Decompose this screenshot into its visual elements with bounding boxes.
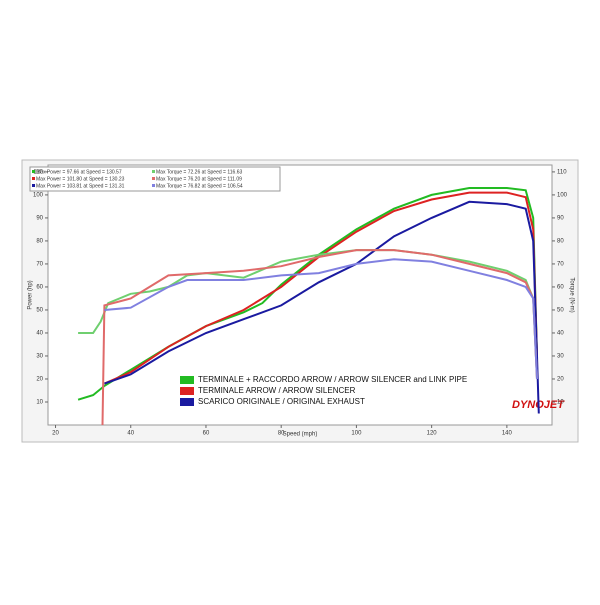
y-tick-label: 60 xyxy=(36,285,43,291)
series-line xyxy=(78,249,538,380)
stats-swatch xyxy=(152,170,155,173)
y2-axis-label: Torque (N-m) xyxy=(568,277,574,312)
series-line xyxy=(101,249,538,426)
stats-text: Max Torque = 72.26 at Speed = 116.63 xyxy=(156,169,242,175)
x-tick-label: 120 xyxy=(427,431,438,437)
legend-swatch xyxy=(180,398,194,406)
x-tick-label: 40 xyxy=(127,431,134,437)
y2-tick-label: 50 xyxy=(557,308,564,314)
stats-text: Max Torque = 76.82 at Speed = 106.54 xyxy=(156,183,243,189)
y-tick-label: 110 xyxy=(33,169,43,175)
stats-swatch xyxy=(152,184,155,187)
y2-tick-label: 30 xyxy=(557,354,564,360)
y2-tick-label: 40 xyxy=(557,331,564,337)
stats-text: Max Power = 97.66 at Speed = 130.57 xyxy=(36,169,122,175)
y-tick-label: 20 xyxy=(36,377,43,383)
x-tick-label: 20 xyxy=(52,431,59,437)
legend-label: TERMINALE + RACCORDO ARROW / ARROW SILEN… xyxy=(198,375,467,384)
x-tick-label: 80 xyxy=(278,431,285,437)
legend-label: SCARICO ORIGINALE / ORIGINAL EXHAUST xyxy=(198,397,365,406)
stats-swatch xyxy=(32,170,35,173)
x-tick-label: 60 xyxy=(203,431,210,437)
y-tick-label: 40 xyxy=(36,331,43,337)
y-tick-label: 90 xyxy=(36,215,43,221)
y2-tick-label: 60 xyxy=(557,285,564,291)
y-tick-label: 80 xyxy=(36,239,43,245)
stats-text: Max Power = 101.80 at Speed = 130.23 xyxy=(36,176,125,182)
stats-text: Max Torque = 76.20 at Speed = 111.09 xyxy=(156,176,242,182)
y2-tick-label: 10 xyxy=(557,400,564,406)
legend-label: TERMINALE ARROW / ARROW SILENCER xyxy=(198,386,356,395)
y-tick-label: 70 xyxy=(36,262,43,268)
y2-tick-label: 110 xyxy=(557,169,567,175)
y2-tick-label: 90 xyxy=(557,215,564,221)
x-tick-label: 100 xyxy=(351,431,362,437)
series-line xyxy=(77,187,538,401)
y-tick-label: 30 xyxy=(36,354,43,360)
y-tick-label: 10 xyxy=(36,400,43,406)
legend-swatch xyxy=(180,376,194,384)
stats-swatch xyxy=(32,184,35,187)
y2-tick-label: 100 xyxy=(557,192,568,198)
y-axis-label: Power (hp) xyxy=(28,280,34,309)
stats-text: Max Power = 103.81 at Speed = 131.31 xyxy=(36,183,125,189)
stats-swatch xyxy=(152,177,155,180)
stats-swatch xyxy=(32,177,35,180)
x-tick-label: 140 xyxy=(502,431,513,437)
x-axis-label: Speed (mph) xyxy=(283,432,318,438)
y2-tick-label: 70 xyxy=(557,262,564,268)
legend-swatch xyxy=(180,387,194,395)
y-tick-label: 50 xyxy=(36,308,43,314)
y-tick-label: 100 xyxy=(33,192,44,198)
y2-tick-label: 20 xyxy=(557,377,564,383)
y2-tick-label: 80 xyxy=(557,239,564,245)
series-line xyxy=(104,258,538,380)
series-line xyxy=(103,191,538,385)
